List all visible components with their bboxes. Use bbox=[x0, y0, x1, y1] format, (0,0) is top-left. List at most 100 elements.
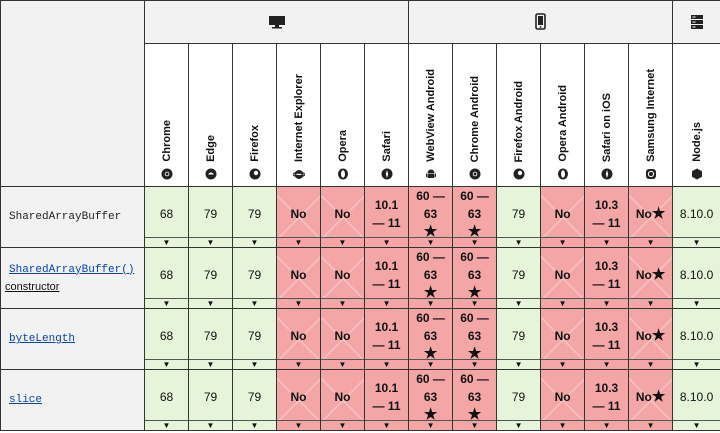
expand-toggle-icon[interactable]: ▼ bbox=[233, 237, 276, 247]
expand-toggle-icon[interactable]: ▼ bbox=[453, 420, 497, 430]
expand-toggle-icon[interactable]: ▼ bbox=[453, 298, 497, 308]
support-cell[interactable]: No ▼ bbox=[320, 247, 365, 309]
support-cell[interactable]: No ▼ bbox=[276, 186, 321, 248]
support-cell[interactable]: No ▼ bbox=[540, 247, 586, 309]
expand-toggle-icon[interactable]: ▼ bbox=[497, 420, 541, 430]
support-cell[interactable]: No ▼ bbox=[276, 247, 321, 309]
expand-toggle-icon[interactable]: ▼ bbox=[673, 298, 720, 308]
support-cell[interactable]: 68 ▼ bbox=[144, 186, 189, 248]
expand-toggle-icon[interactable]: ▼ bbox=[673, 420, 720, 430]
expand-toggle-icon[interactable]: ▼ bbox=[629, 298, 673, 308]
support-cell[interactable]: 10.1 — 11 ▼ bbox=[363, 369, 410, 431]
expand-toggle-icon[interactable]: ▼ bbox=[189, 420, 232, 430]
support-cell[interactable]: No ▼ bbox=[320, 369, 365, 431]
expand-toggle-icon[interactable]: ▼ bbox=[585, 359, 629, 369]
expand-toggle-icon[interactable]: ▼ bbox=[629, 359, 673, 369]
support-cell[interactable]: 60 — 63 ★ ▼ bbox=[408, 369, 454, 431]
support-cell[interactable]: 8.10.0 ▼ bbox=[672, 308, 720, 370]
support-cell[interactable]: 10.3 — 11 ▼ bbox=[584, 369, 630, 431]
expand-toggle-icon[interactable]: ▼ bbox=[673, 359, 720, 369]
feature-link[interactable]: SharedArrayBuffer() bbox=[9, 263, 135, 276]
support-cell[interactable]: 8.10.0 ▼ bbox=[672, 369, 720, 431]
feature-suffix[interactable]: constructor bbox=[5, 280, 60, 293]
expand-toggle-icon[interactable]: ▼ bbox=[365, 359, 409, 369]
expand-toggle-icon[interactable]: ▼ bbox=[409, 420, 453, 430]
expand-toggle-icon[interactable]: ▼ bbox=[365, 298, 409, 308]
expand-toggle-icon[interactable]: ▼ bbox=[453, 237, 497, 247]
feature-link[interactable]: slice bbox=[9, 394, 43, 406]
expand-toggle-icon[interactable]: ▼ bbox=[189, 237, 232, 247]
support-cell[interactable]: 60 — 63 ★ ▼ bbox=[408, 186, 454, 248]
expand-toggle-icon[interactable]: ▼ bbox=[541, 420, 585, 430]
support-cell[interactable]: 79 ▼ bbox=[232, 247, 277, 309]
support-cell[interactable]: 79 ▼ bbox=[188, 186, 233, 248]
expand-toggle-icon[interactable]: ▼ bbox=[233, 420, 276, 430]
support-cell[interactable]: 60 — 63 ★ ▼ bbox=[408, 247, 454, 309]
expand-toggle-icon[interactable]: ▼ bbox=[453, 359, 497, 369]
expand-toggle-icon[interactable]: ▼ bbox=[145, 237, 188, 247]
support-cell[interactable]: 8.10.0 ▼ bbox=[672, 186, 720, 248]
support-cell[interactable]: No★ ▼ bbox=[628, 308, 674, 370]
expand-toggle-icon[interactable]: ▼ bbox=[189, 359, 232, 369]
support-cell[interactable]: No★ ▼ bbox=[628, 369, 674, 431]
support-cell[interactable]: 10.1 — 11 ▼ bbox=[363, 186, 410, 248]
expand-toggle-icon[interactable]: ▼ bbox=[497, 359, 541, 369]
support-cell[interactable]: No ▼ bbox=[540, 186, 586, 248]
support-cell[interactable]: No ▼ bbox=[320, 186, 365, 248]
expand-toggle-icon[interactable]: ▼ bbox=[233, 359, 276, 369]
support-cell[interactable]: 10.3 — 11 ▼ bbox=[584, 308, 630, 370]
expand-toggle-icon[interactable]: ▼ bbox=[585, 298, 629, 308]
support-cell[interactable]: No ▼ bbox=[276, 308, 321, 370]
support-cell[interactable]: No★ ▼ bbox=[628, 186, 674, 248]
support-cell[interactable]: 60 — 63 ★ ▼ bbox=[452, 369, 498, 431]
support-cell[interactable]: 60 — 63 ★ ▼ bbox=[452, 308, 498, 370]
expand-toggle-icon[interactable]: ▼ bbox=[277, 420, 320, 430]
expand-toggle-icon[interactable]: ▼ bbox=[321, 359, 364, 369]
expand-toggle-icon[interactable]: ▼ bbox=[497, 237, 541, 247]
expand-toggle-icon[interactable]: ▼ bbox=[409, 359, 453, 369]
expand-toggle-icon[interactable]: ▼ bbox=[189, 298, 232, 308]
expand-toggle-icon[interactable]: ▼ bbox=[277, 237, 320, 247]
expand-toggle-icon[interactable]: ▼ bbox=[321, 420, 364, 430]
support-cell[interactable]: No★ ▼ bbox=[628, 247, 674, 309]
support-cell[interactable]: 68 ▼ bbox=[144, 369, 189, 431]
support-cell[interactable]: 79 ▼ bbox=[232, 369, 277, 431]
support-cell[interactable]: 10.3 — 11 ▼ bbox=[584, 247, 630, 309]
support-cell[interactable]: 79 ▼ bbox=[188, 369, 233, 431]
support-cell[interactable]: 8.10.0 ▼ bbox=[672, 247, 720, 309]
support-cell[interactable]: 68 ▼ bbox=[144, 247, 189, 309]
expand-toggle-icon[interactable]: ▼ bbox=[629, 420, 673, 430]
expand-toggle-icon[interactable]: ▼ bbox=[365, 420, 409, 430]
support-cell[interactable]: 68 ▼ bbox=[144, 308, 189, 370]
support-cell[interactable]: 79 ▼ bbox=[496, 186, 542, 248]
support-cell[interactable]: No ▼ bbox=[540, 308, 586, 370]
support-cell[interactable]: No ▼ bbox=[276, 369, 321, 431]
expand-toggle-icon[interactable]: ▼ bbox=[541, 298, 585, 308]
expand-toggle-icon[interactable]: ▼ bbox=[409, 298, 453, 308]
support-cell[interactable]: 79 ▼ bbox=[232, 308, 277, 370]
support-cell[interactable]: No ▼ bbox=[320, 308, 365, 370]
expand-toggle-icon[interactable]: ▼ bbox=[629, 237, 673, 247]
expand-toggle-icon[interactable]: ▼ bbox=[145, 359, 188, 369]
expand-toggle-icon[interactable]: ▼ bbox=[585, 237, 629, 247]
expand-toggle-icon[interactable]: ▼ bbox=[145, 298, 188, 308]
feature-link[interactable]: byteLength bbox=[9, 333, 76, 345]
support-cell[interactable]: No ▼ bbox=[540, 369, 586, 431]
expand-toggle-icon[interactable]: ▼ bbox=[365, 237, 409, 247]
expand-toggle-icon[interactable]: ▼ bbox=[409, 237, 453, 247]
expand-toggle-icon[interactable]: ▼ bbox=[145, 420, 188, 430]
expand-toggle-icon[interactable]: ▼ bbox=[497, 298, 541, 308]
expand-toggle-icon[interactable]: ▼ bbox=[277, 298, 320, 308]
support-cell[interactable]: 10.1 — 11 ▼ bbox=[363, 247, 410, 309]
support-cell[interactable]: 79 ▼ bbox=[188, 308, 233, 370]
support-cell[interactable]: 10.3 — 11 ▼ bbox=[584, 186, 630, 248]
support-cell[interactable]: 79 ▼ bbox=[496, 369, 542, 431]
support-cell[interactable]: 79 ▼ bbox=[496, 308, 542, 370]
expand-toggle-icon[interactable]: ▼ bbox=[321, 298, 364, 308]
expand-toggle-icon[interactable]: ▼ bbox=[541, 359, 585, 369]
support-cell[interactable]: 60 — 63 ★ ▼ bbox=[452, 247, 498, 309]
expand-toggle-icon[interactable]: ▼ bbox=[233, 298, 276, 308]
expand-toggle-icon[interactable]: ▼ bbox=[585, 420, 629, 430]
support-cell[interactable]: 79 ▼ bbox=[188, 247, 233, 309]
support-cell[interactable]: 79 ▼ bbox=[232, 186, 277, 248]
